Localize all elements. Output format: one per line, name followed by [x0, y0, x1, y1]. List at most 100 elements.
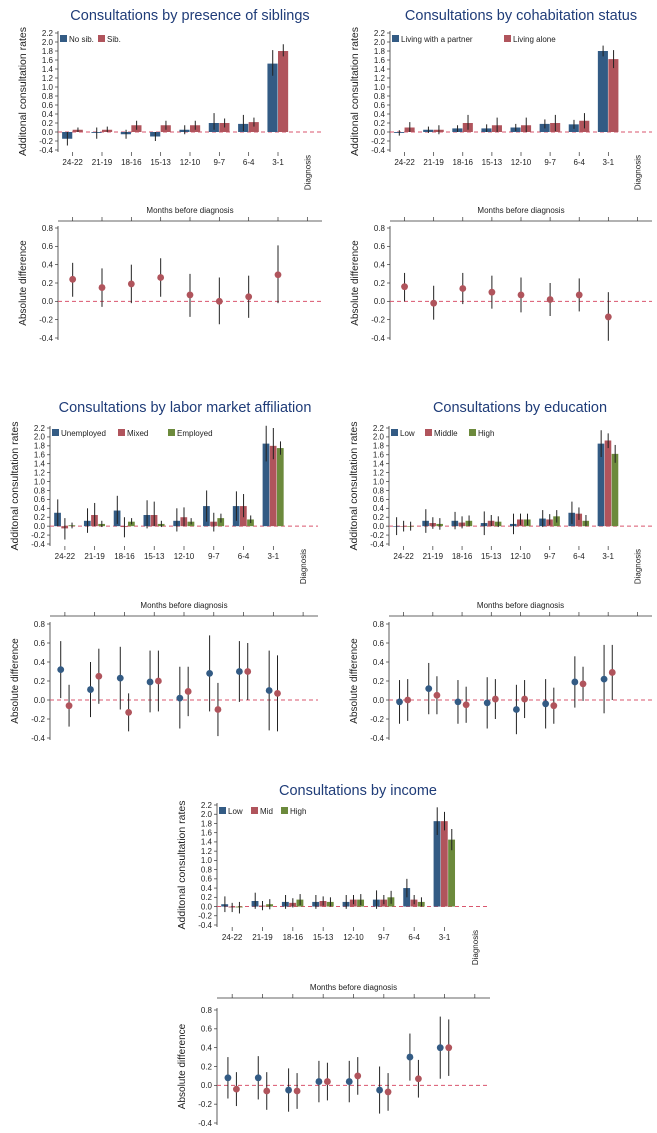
y-tick-label: 0.4	[201, 884, 213, 893]
y-tick-label: -0.2	[31, 531, 45, 540]
y-tick-label: 0.4	[201, 1043, 213, 1052]
y-tick-label: -0.4	[370, 734, 384, 743]
point-estimate	[542, 700, 550, 708]
x-tick-label: 21-19	[92, 158, 113, 167]
point-estimate	[415, 1075, 422, 1083]
chart-title: Consultations by education	[433, 400, 607, 416]
point-estimate	[285, 1086, 292, 1094]
y-tick-label: 0.2	[373, 513, 385, 522]
y-tick-label: 0.2	[201, 1062, 213, 1071]
x-axis-label: Months before diagnosis	[477, 601, 564, 610]
y-tick-label: 1.4	[42, 65, 54, 74]
y-tick-label: 1.0	[201, 856, 213, 865]
bar-chart-6: Consultations by education -0.4-0.20.00.2…	[348, 400, 652, 617]
point-estimate	[87, 686, 94, 693]
bar	[604, 440, 612, 527]
x-tick-label: 12-10	[343, 933, 364, 942]
legend-swatch	[425, 429, 432, 436]
legend-label: Mixed	[127, 429, 148, 438]
y-tick-label: 0.8	[373, 486, 385, 495]
y-axis-label: Absolute difference	[177, 1023, 188, 1109]
y-tick-label: 0.2	[34, 513, 46, 522]
x-tick-label: 12-10	[510, 552, 531, 561]
y-tick-label: 0.6	[373, 495, 385, 504]
y-tick-label: 1.8	[373, 442, 385, 451]
y-tick-label: 0.0	[201, 902, 213, 911]
y-tick-label: 2.0	[373, 433, 385, 442]
y-axis-label: Additonal consultation rates	[349, 27, 361, 156]
bar	[440, 821, 448, 907]
bar-chart-2: Consultations by cohabitation status -0.4…	[349, 8, 652, 222]
y-tick-label: 1.2	[201, 847, 213, 856]
x-tick-label: 9-7	[544, 158, 556, 167]
y-tick-label: -0.4	[39, 146, 53, 155]
bar	[611, 453, 619, 527]
y-tick-label: 1.6	[42, 56, 54, 65]
point-estimate	[186, 291, 194, 299]
x-tick-label: 18-16	[453, 158, 474, 167]
point-estimate	[95, 672, 103, 680]
point-estimate	[445, 1044, 453, 1052]
y-tick-label: 1.2	[374, 74, 386, 83]
point-estimate	[433, 691, 441, 699]
x-tick-label: 6-4	[408, 933, 420, 942]
legend-swatch	[392, 35, 399, 42]
y-tick-label: 0.6	[373, 639, 385, 648]
y-tick-label: 2.2	[373, 424, 385, 433]
legend-swatch	[168, 429, 175, 436]
y-tick-label: 0.2	[374, 279, 386, 288]
bar	[267, 63, 278, 132]
point-estimate	[404, 696, 412, 704]
x-tick-label: 9-7	[208, 552, 220, 561]
y-tick-label: 1.0	[42, 83, 54, 92]
point-estimate	[245, 293, 253, 301]
y-tick-label: 0.4	[34, 504, 46, 513]
y-tick-label: 0.8	[201, 865, 213, 874]
y-tick-label: 0.0	[373, 522, 385, 531]
x-tick-label: 9-7	[544, 552, 556, 561]
y-tick-label: 1.6	[374, 56, 386, 65]
x-tick-label: 15-13	[150, 158, 171, 167]
legend-label: Middle	[434, 429, 458, 438]
y-tick-label: 1.2	[34, 468, 46, 477]
y-tick-label: 0.4	[42, 110, 54, 119]
y-tick-label: -0.2	[371, 137, 385, 146]
point-estimate	[315, 1078, 323, 1085]
bar	[248, 122, 259, 132]
y-tick-label: 2.0	[34, 433, 46, 442]
point-estimate	[454, 698, 462, 706]
difference-chart-3: -0.4 -0.2 0.0 0.2 0.4 0.6 0.8 Absolute differen…	[350, 224, 652, 343]
x-tick-label: 24-22	[394, 158, 415, 167]
y-tick-label: 0.6	[42, 101, 54, 110]
y-tick-label: -0.2	[370, 531, 384, 540]
point-estimate	[125, 708, 133, 716]
point-estimate	[604, 313, 612, 321]
legend-label: Unemployed	[61, 429, 106, 438]
y-tick-label: -0.2	[198, 1100, 212, 1109]
x-tick-label: 9-7	[378, 933, 390, 942]
point-estimate	[550, 702, 558, 710]
bar	[597, 443, 605, 527]
y-tick-label: 1.8	[374, 47, 386, 56]
x-tick-label: 6-4	[573, 552, 585, 561]
y-tick-label: -0.2	[370, 715, 384, 724]
y-tick-label: 0.4	[42, 260, 54, 269]
point-estimate	[146, 678, 154, 686]
x-axis-label: Months before diagnosis	[140, 601, 227, 610]
y-tick-label: 0.6	[201, 1025, 213, 1034]
y-tick-label: 2.2	[42, 29, 54, 38]
bar-chart-8: Consultations by income -0.4-0.20.00.20.4…	[176, 783, 490, 999]
x-tick-label: 3-1	[439, 933, 451, 942]
legend-swatch	[391, 429, 398, 436]
bar	[269, 445, 277, 527]
y-tick-label: 0.6	[374, 101, 386, 110]
y-tick-label: 0.0	[34, 696, 46, 705]
legend-swatch	[281, 807, 288, 814]
point-estimate	[376, 1086, 383, 1094]
x-tick-label: 9-7	[214, 158, 226, 167]
point-estimate	[384, 1088, 392, 1096]
x-tick-label: Diagnosis	[303, 155, 312, 190]
bar	[262, 443, 270, 527]
y-tick-label: 1.4	[374, 65, 386, 74]
bar	[608, 59, 619, 132]
